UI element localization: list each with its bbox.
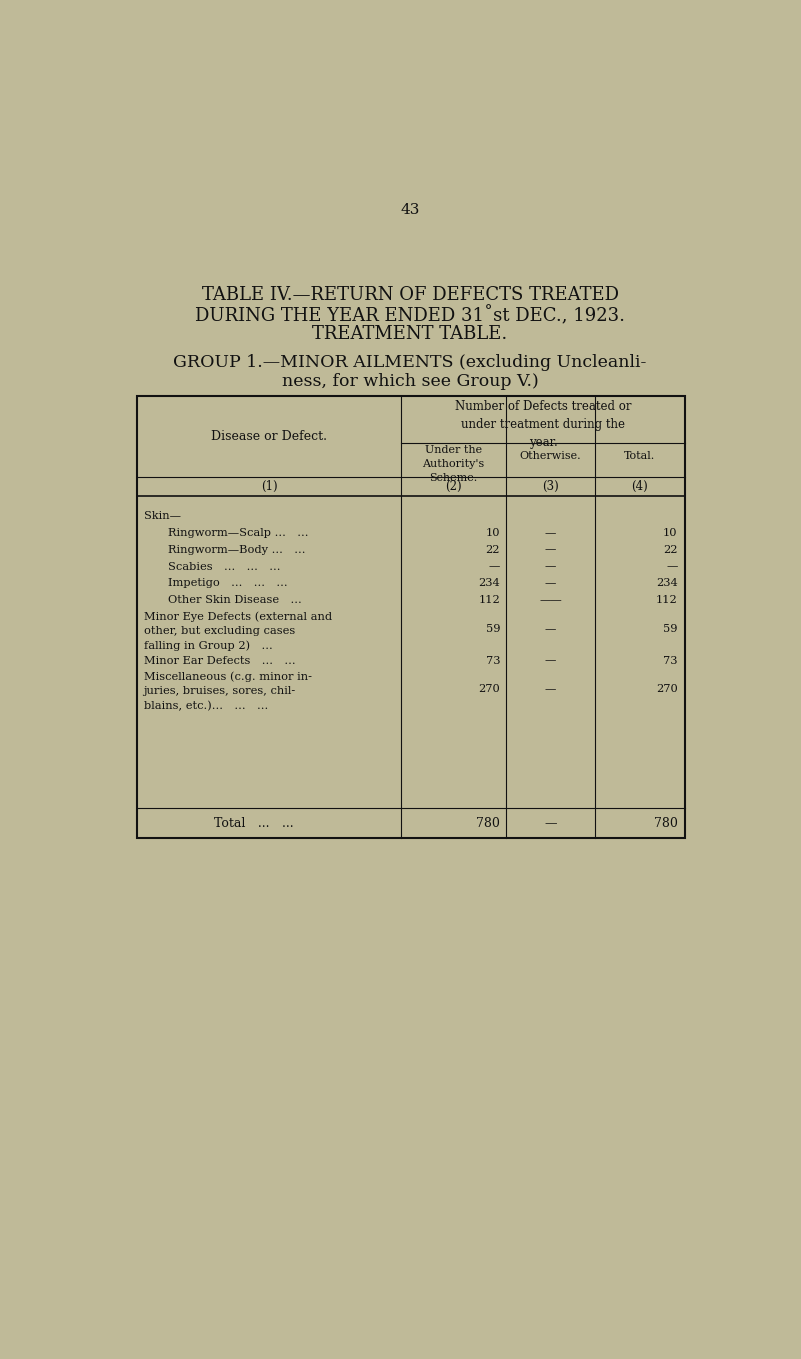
Text: 59: 59 [663,624,678,633]
Text: Miscellaneous (c.g. minor in-
juries, bruises, sores, chil-
blains, etc.)... ...: Miscellaneous (c.g. minor in- juries, br… [143,671,312,711]
Text: 780: 780 [476,817,500,830]
Text: Ringworm—Scalp ... ...: Ringworm—Scalp ... ... [168,527,309,538]
Text: —: — [545,655,556,666]
Text: 234: 234 [478,579,500,588]
Bar [137,397,685,839]
Text: —: — [544,817,557,830]
Text: Impetigo ... ... ...: Impetigo ... ... ... [168,579,288,588]
Text: Number of Defects treated or
under treatment during the
year.: Number of Defects treated or under treat… [455,401,631,450]
Text: 270: 270 [478,684,500,694]
Text: 234: 234 [656,579,678,588]
Text: —: — [489,561,500,572]
Text: Disease or Defect.: Disease or Defect. [211,431,327,443]
Text: TABLE IV.—RETURN OF DEFECTS TREATED: TABLE IV.—RETURN OF DEFECTS TREATED [202,287,618,304]
Text: Otherwise.: Otherwise. [520,451,582,461]
Text: 112: 112 [478,595,500,606]
Text: GROUP 1.—MINOR AILMENTS (excluding Uncleanli-: GROUP 1.—MINOR AILMENTS (excluding Uncle… [174,355,647,371]
Text: —: — [545,527,556,538]
Text: ——: —— [539,595,562,606]
Text: Ringworm—Body ... ...: Ringworm—Body ... ... [168,545,306,554]
Text: —: — [666,561,678,572]
Text: TREATMENT TABLE.: TREATMENT TABLE. [312,325,508,342]
Text: 112: 112 [656,595,678,606]
Text: 59: 59 [485,624,500,633]
Text: —: — [545,545,556,554]
Text: 22: 22 [663,545,678,554]
Text: —: — [545,561,556,572]
Text: 73: 73 [663,655,678,666]
Text: DURING THE YEAR ENDED 31˚st DEC., 1923.: DURING THE YEAR ENDED 31˚st DEC., 1923. [195,306,625,325]
Text: Minor Ear Defects ... ...: Minor Ear Defects ... ... [143,655,295,666]
Text: (1): (1) [261,480,277,493]
Text: ness, for which see Group V.): ness, for which see Group V.) [282,372,538,390]
Text: 780: 780 [654,817,678,830]
Text: 22: 22 [485,545,500,554]
Text: Under the
Authority's
Scheme.: Under the Authority's Scheme. [422,444,485,482]
Text: 270: 270 [656,684,678,694]
Text: Skin—: Skin— [143,511,180,520]
Text: —: — [545,684,556,694]
Text: (4): (4) [631,480,648,493]
Text: 10: 10 [485,527,500,538]
Text: 43: 43 [400,202,420,217]
Text: 73: 73 [485,655,500,666]
Text: (3): (3) [542,480,559,493]
Text: Other Skin Disease ...: Other Skin Disease ... [168,595,302,606]
Text: Total ... ...: Total ... ... [214,817,293,830]
Text: —: — [545,624,556,633]
Text: Minor Eye Defects (external and
other, but excluding cases
falling in Group 2) .: Minor Eye Defects (external and other, b… [143,612,332,651]
Text: —: — [545,579,556,588]
Text: 10: 10 [663,527,678,538]
Text: Scabies ... ... ...: Scabies ... ... ... [168,561,281,572]
Text: Total.: Total. [624,451,655,461]
Text: (2): (2) [445,480,462,493]
